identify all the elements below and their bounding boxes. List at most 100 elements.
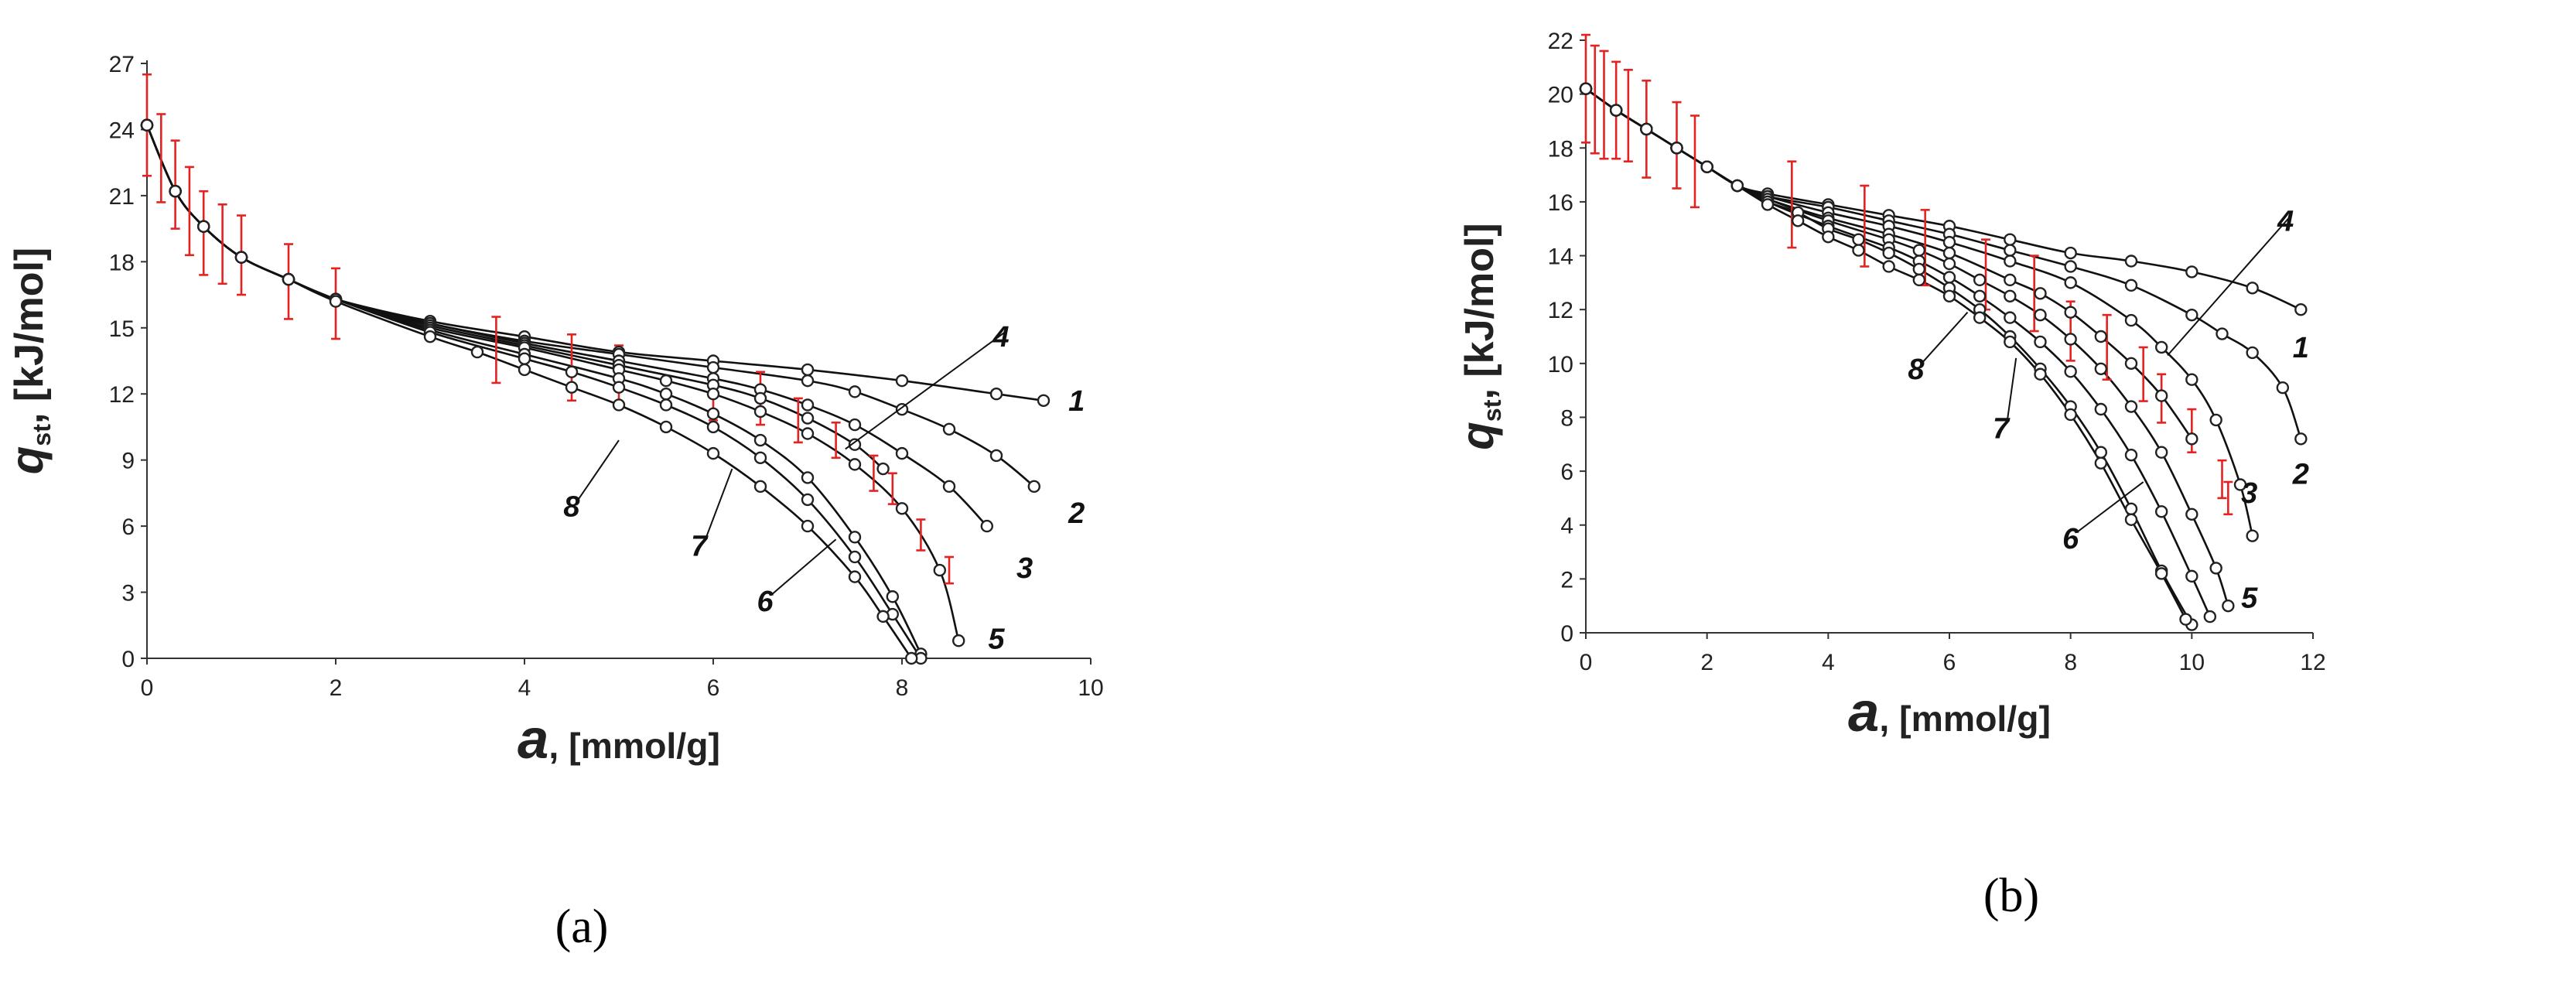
series-line-5 bbox=[145, 125, 960, 641]
y-tick-label: 18 bbox=[109, 250, 135, 275]
series-point-7 bbox=[753, 451, 767, 465]
x-tick-label: 4 bbox=[518, 675, 531, 701]
series-point-4 bbox=[2185, 432, 2198, 446]
series-point-5 bbox=[933, 563, 947, 577]
series-point-3 bbox=[980, 519, 994, 533]
series-point-1 bbox=[989, 388, 1003, 401]
x-tick-label: 4 bbox=[1822, 650, 1835, 675]
series-point-7 bbox=[1852, 233, 1865, 246]
curve-label-8: 8 bbox=[1908, 354, 1925, 386]
curve-leader-line bbox=[770, 538, 837, 596]
series-point-5 bbox=[2222, 599, 2235, 613]
series-point-4 bbox=[1942, 246, 1956, 260]
series-point-7 bbox=[565, 365, 579, 378]
series-line-7 bbox=[145, 125, 922, 659]
x-tick-label: 6 bbox=[707, 675, 720, 701]
series-point-6 bbox=[2094, 402, 2108, 416]
series-point-7 bbox=[2124, 502, 2138, 516]
x-tick-label: 6 bbox=[1943, 650, 1956, 675]
curve-label-6: 6 bbox=[2062, 523, 2079, 555]
series-point-8 bbox=[1609, 104, 1623, 117]
series-point-8 bbox=[197, 220, 210, 233]
series-point-6 bbox=[2064, 365, 2077, 378]
curve-label-4: 4 bbox=[992, 321, 1010, 354]
y-tick-label: 10 bbox=[1548, 352, 1573, 378]
series-point-8 bbox=[801, 519, 815, 533]
series-point-2 bbox=[989, 449, 1003, 463]
series-point-5 bbox=[1942, 257, 1956, 271]
series-point-3 bbox=[895, 446, 909, 460]
series-point-8 bbox=[612, 398, 626, 412]
series-point-8 bbox=[848, 570, 862, 583]
x-axis-label: a, [mmol/g] bbox=[1848, 681, 2051, 743]
curve-label-6: 6 bbox=[757, 586, 774, 618]
curve-leader-line bbox=[845, 330, 1008, 450]
series-point-3 bbox=[801, 398, 815, 412]
series-point-6 bbox=[2004, 311, 2017, 324]
series-point-8 bbox=[329, 295, 343, 308]
series-point-8 bbox=[470, 345, 484, 359]
series-point-8 bbox=[1640, 122, 1653, 136]
series-point-2 bbox=[2294, 432, 2308, 446]
curve-label-7: 7 bbox=[691, 531, 709, 563]
series-point-4 bbox=[876, 462, 890, 476]
y-tick-label: 8 bbox=[1560, 405, 1573, 431]
y-tick-label: 9 bbox=[121, 449, 135, 474]
series-point-2 bbox=[2216, 327, 2229, 340]
curve-leader-line bbox=[2076, 481, 2144, 533]
y-tick-label: 27 bbox=[109, 52, 135, 77]
series-point-6 bbox=[886, 590, 900, 603]
series-point-8 bbox=[2094, 456, 2108, 470]
y-tick-label: 0 bbox=[121, 647, 135, 672]
y-axis-label-unit: , [kJ/mol] bbox=[1457, 223, 1502, 399]
series-point-8 bbox=[876, 610, 890, 624]
series-line-1 bbox=[145, 125, 1044, 402]
series-point-4 bbox=[801, 412, 815, 425]
series-point-7 bbox=[518, 352, 531, 365]
series-point-5 bbox=[2064, 333, 2077, 346]
x-axis-label-symbol: a bbox=[518, 708, 548, 770]
series-point-7 bbox=[848, 550, 862, 564]
series-point-6 bbox=[848, 531, 862, 544]
series-point-7 bbox=[706, 420, 720, 434]
series-point-2 bbox=[848, 385, 862, 398]
series-point-2 bbox=[706, 360, 720, 374]
series-line-6 bbox=[1585, 87, 2211, 617]
series-point-6 bbox=[2154, 505, 2168, 518]
y-tick-label: 12 bbox=[109, 382, 135, 408]
x-tick-label: 10 bbox=[2179, 650, 2205, 675]
series-point-8 bbox=[140, 118, 154, 132]
y-tick-label: 6 bbox=[121, 514, 135, 540]
series-point-5 bbox=[2209, 562, 2222, 575]
series-point-7 bbox=[612, 381, 626, 394]
x-tick-label: 0 bbox=[1580, 650, 1593, 675]
y-tick-label: 14 bbox=[1548, 244, 1573, 270]
y-tick-label: 4 bbox=[1560, 514, 1573, 539]
series-point-8 bbox=[1852, 244, 1865, 257]
series-point-1 bbox=[801, 363, 815, 377]
y-tick-label: 22 bbox=[1548, 29, 1573, 54]
series-point-4 bbox=[848, 438, 862, 451]
curve-label-3: 3 bbox=[1016, 552, 1033, 585]
y-axis-label-symbol: q bbox=[1, 446, 53, 475]
series-point-6 bbox=[753, 433, 767, 447]
series-point-3 bbox=[2185, 373, 2198, 386]
series-point-3 bbox=[1942, 235, 1956, 249]
y-tick-label: 24 bbox=[109, 118, 135, 143]
series-line-2 bbox=[145, 125, 1035, 487]
series-point-5 bbox=[895, 502, 909, 515]
series-point-8 bbox=[1730, 179, 1744, 193]
curve-label-8: 8 bbox=[563, 490, 580, 523]
curve-leader-line bbox=[704, 468, 733, 541]
series-point-2 bbox=[2004, 244, 2017, 257]
series-point-8 bbox=[753, 480, 767, 494]
series-point-7 bbox=[659, 398, 673, 412]
x-tick-label: 2 bbox=[330, 675, 343, 701]
curve-label-2: 2 bbox=[1068, 497, 1085, 530]
series-point-6 bbox=[801, 471, 815, 484]
series-point-2 bbox=[2064, 260, 2077, 273]
y-tick-label: 16 bbox=[1548, 190, 1573, 216]
x-tick-label: 10 bbox=[1078, 675, 1103, 701]
